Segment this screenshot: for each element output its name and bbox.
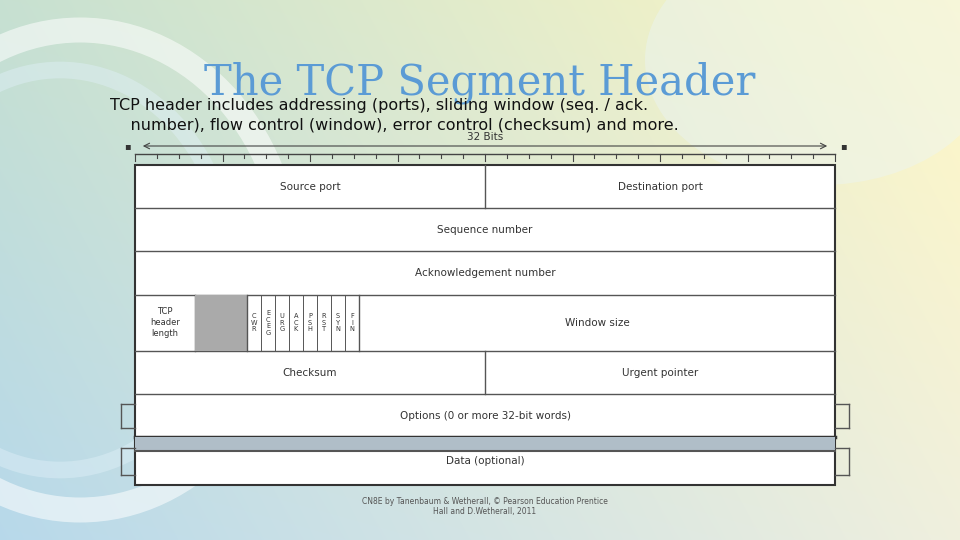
Text: The TCP Segment Header: The TCP Segment Header xyxy=(204,62,756,105)
Text: P
S
H: P S H xyxy=(307,313,312,332)
Bar xyxy=(135,165,835,485)
Text: Urgent pointer: Urgent pointer xyxy=(622,368,698,377)
Text: TCP
header
length: TCP header length xyxy=(150,307,180,339)
Text: R
S
T: R S T xyxy=(322,313,326,332)
Text: S
Y
N: S Y N xyxy=(336,313,341,332)
Text: Hall and D.Wetherall, 2011: Hall and D.Wetherall, 2011 xyxy=(433,507,537,516)
Text: E
C
E
G: E C E G xyxy=(265,310,271,335)
Text: CN8E by Tanenbaum & Wetherall, © Pearson Education Prentice: CN8E by Tanenbaum & Wetherall, © Pearson… xyxy=(362,497,608,506)
Text: Source port: Source port xyxy=(279,181,340,192)
Text: ▪: ▪ xyxy=(124,141,131,151)
Ellipse shape xyxy=(645,0,960,185)
Text: A
C
K: A C K xyxy=(294,313,299,332)
Text: F
I
N: F I N xyxy=(349,313,354,332)
Text: U
R
G: U R G xyxy=(279,313,284,332)
Text: Sequence number: Sequence number xyxy=(438,225,533,235)
Text: number), flow control (window), error control (checksum) and more.: number), flow control (window), error co… xyxy=(110,118,679,133)
Text: C
W
R: C W R xyxy=(251,313,257,332)
Text: 32 Bits: 32 Bits xyxy=(467,132,503,142)
Text: Data (optional): Data (optional) xyxy=(445,456,524,466)
Text: Window size: Window size xyxy=(564,318,630,328)
Text: ▪: ▪ xyxy=(840,141,847,151)
Text: Checksum: Checksum xyxy=(283,368,337,377)
Bar xyxy=(195,295,247,351)
Text: Acknowledgement number: Acknowledgement number xyxy=(415,268,555,278)
Text: TCP header includes addressing (ports), sliding window (seq. / ack.: TCP header includes addressing (ports), … xyxy=(110,98,648,113)
Bar xyxy=(135,437,835,451)
Text: Options (0 or more 32-bit words): Options (0 or more 32-bit words) xyxy=(399,411,570,421)
Text: Destination port: Destination port xyxy=(617,181,703,192)
